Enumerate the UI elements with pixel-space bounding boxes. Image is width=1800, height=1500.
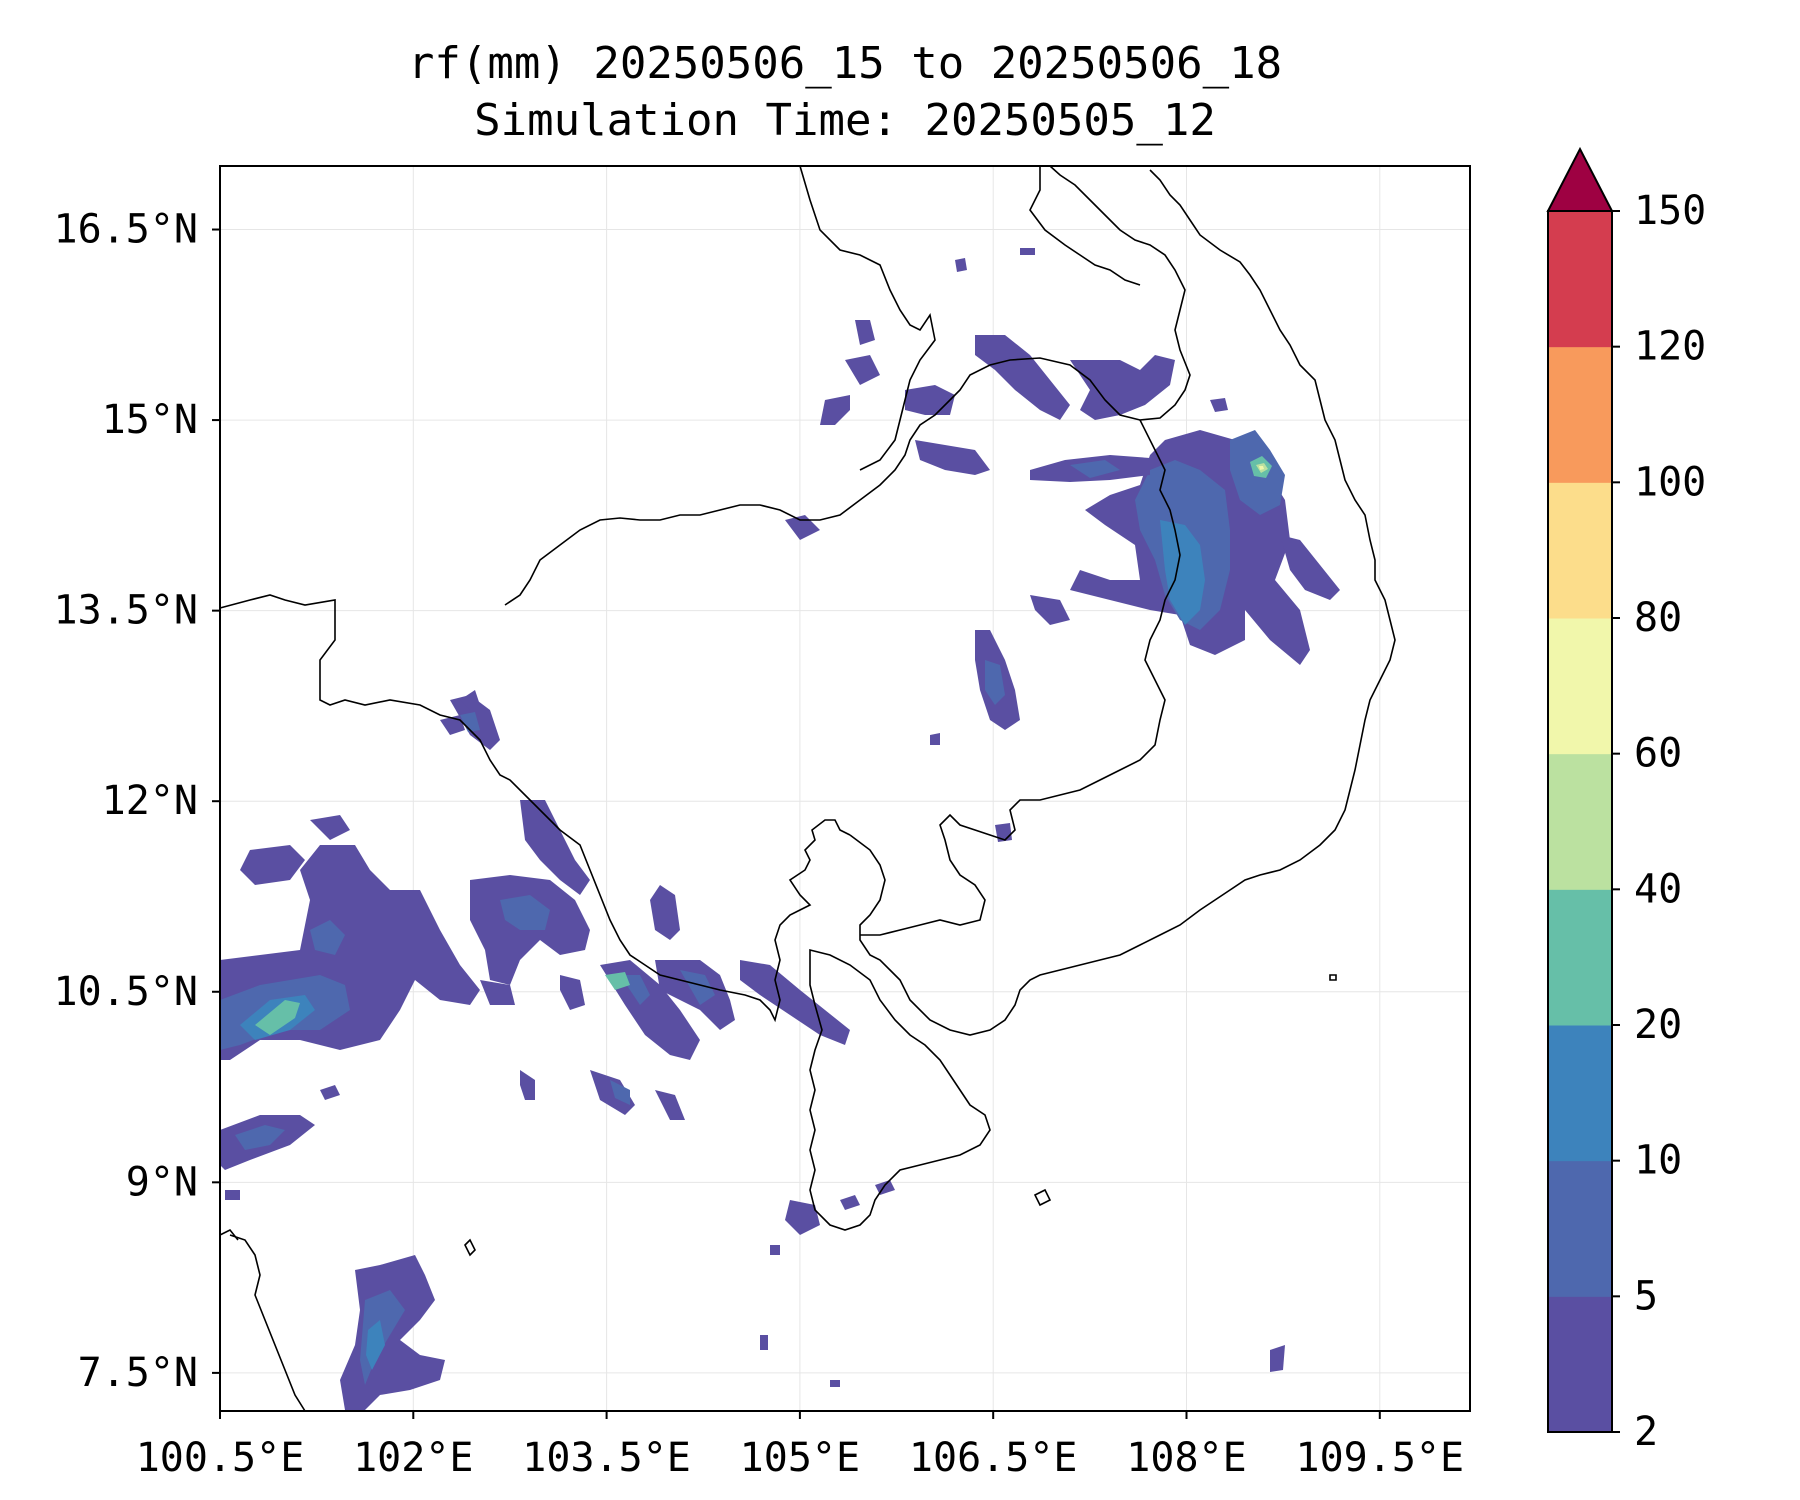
border-laos-thailand-mekong — [799, 165, 936, 471]
colorbar-segment — [1548, 618, 1612, 755]
gridlines — [219, 166, 1470, 1411]
precip-area-gulf-of-thailand — [220, 690, 895, 1410]
y-tick-label: 10.5°N — [54, 969, 199, 1015]
coastline-malaysia — [229, 1234, 306, 1412]
coastline-sw-corner — [219, 1228, 239, 1241]
map-background — [220, 166, 1470, 1411]
colorbar-segment — [1548, 1296, 1612, 1433]
colorbar-tick-label: 80 — [1634, 595, 1682, 641]
colorbar-tick-label: 20 — [1634, 1002, 1682, 1048]
colorbar-extend-arrow — [1546, 146, 1614, 212]
colorbar: 2 5 10 20 40 60 80 100 120 150 — [1546, 146, 1706, 1455]
x-tick-label: 100.5°E — [136, 1435, 305, 1481]
island-small — [1329, 974, 1337, 981]
x-tick-label: 105°E — [740, 1435, 860, 1481]
x-tick-label: 106.5°E — [909, 1435, 1078, 1481]
colorbar-segment — [1548, 753, 1612, 890]
coastline-thailand-cambodia — [219, 594, 851, 1023]
map-panel — [219, 165, 1471, 1412]
map-subtitle: Simulation Time: 20250505_12 — [474, 95, 1216, 146]
coastline-vietnam — [849, 169, 1396, 1036]
colorbar-segment — [1548, 346, 1612, 483]
colorbar-tick-label: 2 — [1634, 1409, 1658, 1455]
colorbar-tick-label: 100 — [1634, 459, 1706, 505]
y-axis-ticks: 16.5°N 15°N 13.5°N 12°N 10.5°N 9°N 7.5°N — [54, 207, 220, 1396]
border-laos-thailand — [504, 165, 1191, 606]
x-tick-label: 108°E — [1126, 1435, 1246, 1481]
island-con-dao — [1033, 1188, 1052, 1207]
y-tick-label: 7.5°N — [78, 1350, 198, 1396]
precipitation-field — [220, 248, 1340, 1410]
x-tick-label: 102°E — [353, 1435, 473, 1481]
island-small-2 — [464, 1238, 476, 1257]
colorbar-tick-label: 150 — [1634, 188, 1706, 234]
colorbar-segment — [1548, 482, 1612, 619]
y-tick-label: 13.5°N — [54, 588, 199, 634]
map-frame — [219, 165, 1471, 1412]
colorbar-tick-label: 5 — [1634, 1273, 1658, 1319]
colorbar-tick-label: 60 — [1634, 731, 1682, 777]
x-tick-label: 103.5°E — [522, 1435, 691, 1481]
x-tick-label: 109.5°E — [1296, 1435, 1465, 1481]
coastline-mekong-delta — [809, 948, 991, 1231]
colorbar-segment — [1548, 1025, 1612, 1162]
colorbar-segment — [1548, 211, 1612, 348]
colorbar-tick-label: 120 — [1634, 324, 1706, 370]
map-title: rf(mm) 20250506_15 to 20250506_18 — [407, 38, 1283, 89]
x-axis-ticks: 100.5°E 102°E 103.5°E 105°E 106.5°E 108°E 109.… — [136, 1411, 1464, 1481]
colorbar-tick-label: 10 — [1634, 1138, 1682, 1184]
y-tick-label: 15°N — [102, 397, 198, 443]
y-tick-label: 12°N — [102, 778, 198, 824]
y-tick-label: 16.5°N — [54, 207, 199, 253]
colorbar-frame — [1547, 210, 1613, 1433]
coastlines-borders — [219, 165, 1396, 1412]
colorbar-tick-label: 40 — [1634, 866, 1682, 912]
colorbar-segment — [1548, 889, 1612, 1026]
border-cambodia-vietnam — [860, 419, 1181, 936]
border-laos-vietnam-north — [1029, 166, 1141, 286]
colorbar-segment — [1548, 1160, 1612, 1297]
y-tick-label: 9°N — [126, 1159, 198, 1205]
